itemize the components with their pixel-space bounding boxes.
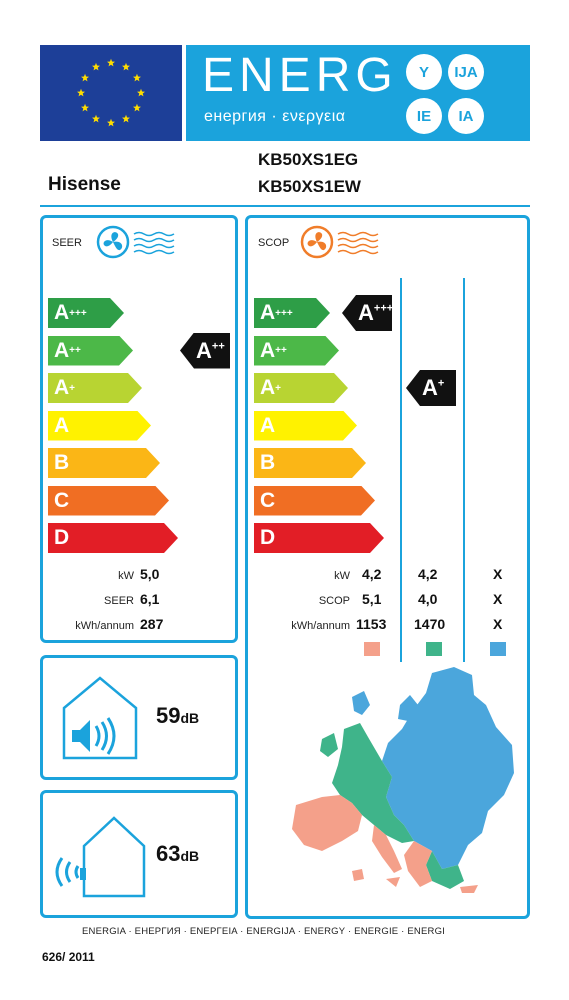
- seer-seer-label: SEER: [104, 595, 134, 607]
- scop-cold-scop: X: [493, 591, 503, 607]
- lang-badge-ie: IE: [406, 98, 442, 134]
- eu-star: [77, 88, 85, 97]
- eu-star: [81, 73, 90, 82]
- scop-cold-kwh: X: [493, 616, 503, 632]
- europe-climate-map-icon: [292, 667, 514, 893]
- seer-seer-value: 6,1: [140, 591, 160, 607]
- header-divider: [40, 205, 530, 207]
- indoor-noise-reading: 59dB: [156, 703, 199, 729]
- climate-swatch-average: [426, 642, 442, 656]
- eu-star: [137, 88, 145, 97]
- scop-warm-kwh: 1153: [356, 616, 387, 632]
- lang-badge-y: Y: [406, 54, 442, 90]
- energy-languages-line: ENERGIA · ЕНЕРГИЯ · ΕΝΕΡΓΕΙΑ · ENERGIJA …: [82, 926, 445, 937]
- scop-class-arrow-7: D: [254, 523, 384, 553]
- seer-class-arrow-7: D: [48, 523, 178, 553]
- eu-star: [107, 118, 115, 127]
- regulation-number: 626/ 2011: [42, 950, 95, 964]
- scop-average-kw: 4,2: [418, 566, 438, 582]
- eu-star: [81, 103, 90, 112]
- seer-label: SEER: [52, 237, 82, 249]
- seer-class-arrow-2: A ++: [48, 335, 133, 366]
- fan-cool-icon: [96, 225, 175, 259]
- scop-rating-text-warm: A+++: [358, 300, 394, 325]
- seer-class-arrow-4: A: [48, 410, 151, 441]
- eu-star: [132, 73, 141, 82]
- seer-rating-text: A++: [196, 337, 225, 363]
- outdoor-noise-panel: [40, 790, 238, 918]
- indoor-sound-house-icon: [62, 676, 138, 760]
- outdoor-noise-unit: dB: [180, 848, 200, 864]
- indoor-noise-unit: dB: [180, 710, 200, 726]
- seer-panel: [40, 215, 238, 643]
- eu-star: [92, 114, 100, 123]
- scop-panel: [245, 215, 530, 919]
- outdoor-sound-house-icon: [55, 816, 146, 898]
- scop-class-arrow-4: A: [254, 410, 357, 441]
- eu-flag: [40, 45, 182, 141]
- seer-class-arrow-5: B: [48, 448, 160, 478]
- seer-class-arrow-1: A +++: [48, 298, 124, 328]
- scop-cold-kw: X: [493, 566, 503, 582]
- scop-average-scop: 4,0: [418, 591, 438, 607]
- seer-kwh-value: 287: [140, 616, 164, 632]
- scop-average-kwh: 1470: [414, 616, 446, 632]
- seer-class-arrow-3: A +: [48, 373, 142, 403]
- scop-class-arrow-1: A +++: [254, 298, 330, 328]
- scop-rating-text-average: A+: [422, 375, 445, 400]
- eu-star: [122, 114, 130, 123]
- fan-heat-icon: [300, 225, 379, 259]
- scop-class-arrow-2: A ++: [254, 335, 339, 366]
- climate-swatch-cold: [490, 642, 506, 656]
- scop-kwh-label: kWh/annum: [291, 620, 350, 632]
- climate-swatch-warm: [364, 642, 380, 656]
- scop-scop-label: SCOP: [318, 595, 350, 607]
- energy-word: ENERG: [202, 49, 398, 102]
- model-number-2: KB50XS1EW: [258, 177, 361, 196]
- model-number-1: KB50XS1EG: [258, 150, 359, 169]
- scop-label: SCOP: [258, 237, 290, 249]
- eu-stars-icon: [77, 58, 145, 127]
- seer-kw-value: 5,0: [140, 566, 160, 582]
- scop-class-arrow-6: C: [254, 485, 375, 516]
- indoor-noise-panel: [40, 655, 238, 780]
- outdoor-noise-value: 63: [156, 841, 181, 866]
- eu-star: [92, 62, 100, 71]
- indoor-noise-value: 59: [156, 703, 181, 728]
- lang-badge-ija: IJA: [448, 54, 484, 90]
- energy-subtitle: енергия · ενεργεια: [204, 108, 346, 125]
- eu-star: [122, 62, 130, 71]
- scop-class-arrow-3: A +: [254, 373, 348, 403]
- scop-column-divider-2: [463, 278, 465, 662]
- seer-kw-label: kW: [118, 570, 134, 582]
- scop-kw-label: kW: [334, 570, 350, 582]
- scop-column-divider-1: [400, 278, 402, 662]
- scop-warm-kw: 4,2: [362, 566, 382, 582]
- seer-kwh-label: kWh/annum: [75, 620, 134, 632]
- brand-name: Hisense: [48, 174, 121, 195]
- scop-warm-scop: 5,1: [362, 591, 382, 607]
- seer-class-arrow-6: C: [48, 485, 169, 516]
- scop-class-arrow-5: B: [254, 448, 366, 478]
- eu-star: [107, 58, 115, 67]
- lang-badge-ia: IA: [448, 98, 484, 134]
- outdoor-noise-reading: 63dB: [156, 841, 199, 867]
- eu-star: [132, 103, 141, 112]
